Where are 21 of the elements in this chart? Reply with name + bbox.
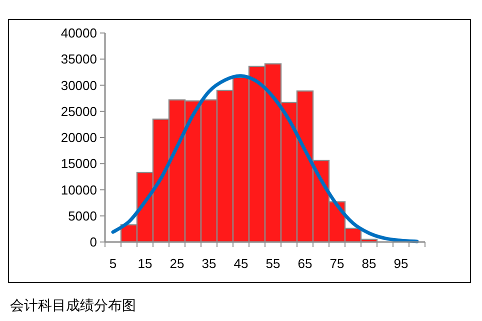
- y-tick-label: 35000: [60, 52, 97, 67]
- y-tick-label: 40000: [60, 26, 97, 40]
- x-tick-label: 15: [138, 256, 152, 271]
- x-tick-label: 75: [330, 256, 344, 271]
- x-tick-label: 45: [234, 256, 248, 271]
- x-tick-label: 85: [362, 256, 376, 271]
- x-tick-label: 65: [298, 256, 312, 271]
- y-tick-label: 5000: [68, 208, 97, 224]
- y-tick-label: 30000: [60, 78, 97, 93]
- x-tick-label: 25: [170, 256, 184, 271]
- x-tick-label: 5: [109, 256, 117, 271]
- y-tick-label: 15000: [60, 156, 97, 172]
- line-series: [111, 74, 419, 244]
- x-tick-label: 35: [202, 256, 216, 271]
- x-tick-label: 95: [394, 256, 408, 271]
- y-tick-label: 25000: [60, 104, 97, 119]
- y-tick-label: 0: [90, 234, 97, 250]
- y-tick-label: 10000: [60, 182, 97, 198]
- x-tick-label: 55: [266, 256, 280, 271]
- text: 会计科目成绩分布图: [10, 297, 136, 313]
- y-tick-label: 20000: [60, 130, 97, 145]
